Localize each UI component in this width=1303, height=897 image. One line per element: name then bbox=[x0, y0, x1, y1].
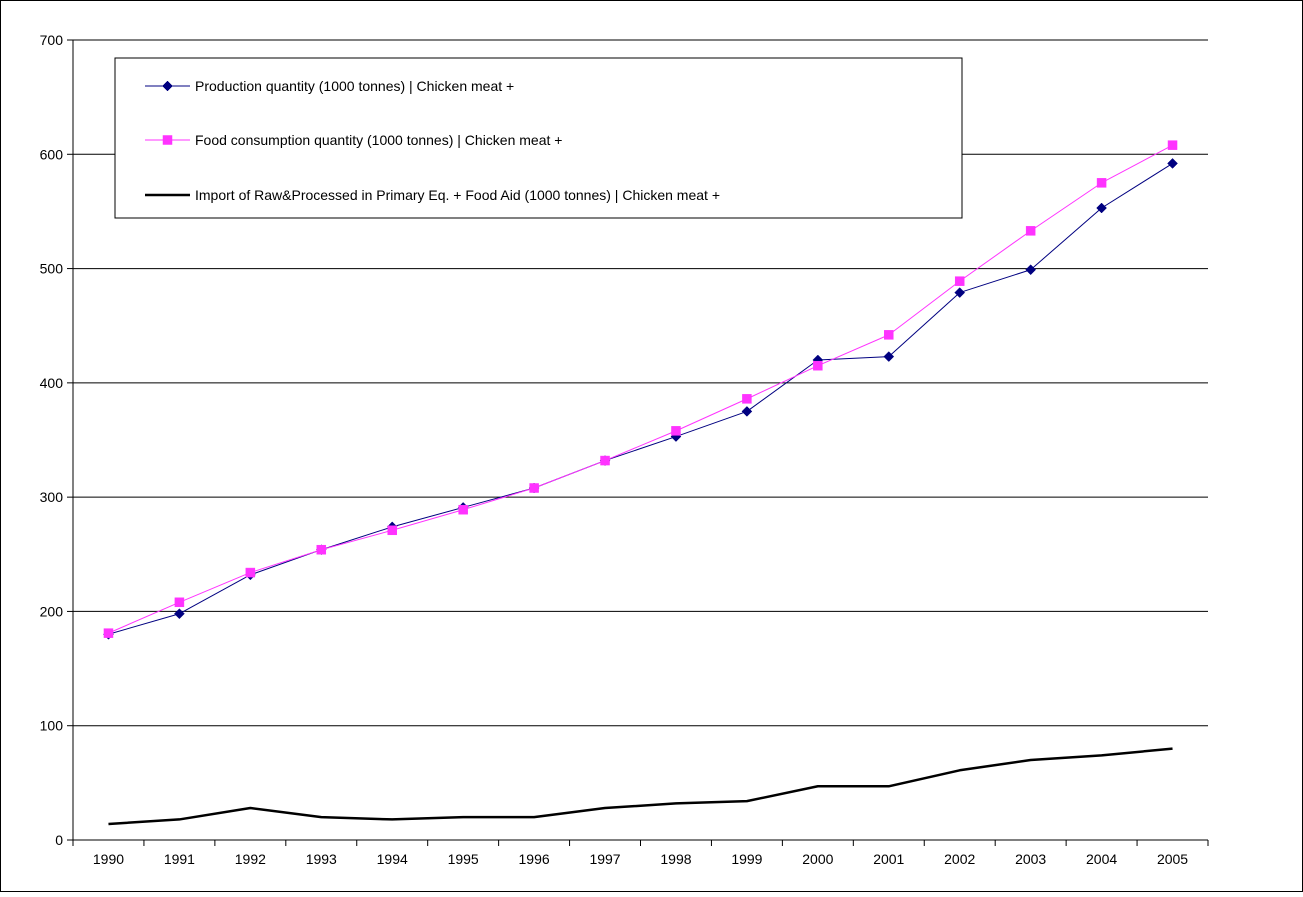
data-point-square bbox=[884, 330, 894, 340]
data-point-square bbox=[174, 597, 185, 608]
data-point-diamond bbox=[954, 287, 966, 298]
y-tick-label: 400 bbox=[40, 375, 64, 391]
data-point-square bbox=[813, 360, 823, 371]
data-point-diamond bbox=[174, 608, 185, 620]
y-tick-label: 300 bbox=[40, 489, 64, 505]
x-tick-label: 1990 bbox=[93, 851, 124, 867]
y-tick-label: 500 bbox=[40, 261, 64, 277]
data-point-square bbox=[742, 394, 752, 404]
x-tick-label: 1996 bbox=[519, 851, 550, 867]
data-point-diamond bbox=[1096, 202, 1107, 214]
data-point-square bbox=[387, 525, 397, 536]
data-point-diamond bbox=[741, 406, 753, 417]
legend-label: Import of Raw&Processed in Primary Eq. +… bbox=[195, 187, 720, 203]
data-point-square bbox=[316, 544, 327, 555]
legend-swatch-marker bbox=[162, 135, 173, 145]
data-point-diamond bbox=[1167, 158, 1178, 169]
data-point-diamond bbox=[1025, 264, 1037, 276]
data-point-square bbox=[1025, 226, 1036, 236]
y-tick-label: 200 bbox=[40, 603, 64, 619]
series-line bbox=[108, 163, 1173, 635]
series-line bbox=[108, 144, 1173, 634]
x-tick-label: 1995 bbox=[448, 851, 479, 867]
x-tick-label: 1994 bbox=[377, 851, 408, 867]
data-point-square bbox=[245, 567, 256, 578]
x-tick-label: 1992 bbox=[235, 851, 266, 867]
legend: Production quantity (1000 tonnes) | Chic… bbox=[114, 57, 963, 219]
y-tick-label: 0 bbox=[55, 832, 63, 848]
data-point-square bbox=[954, 276, 965, 286]
x-tick-label: 2000 bbox=[802, 851, 833, 867]
legend-label: Food consumption quantity (1000 tonnes) … bbox=[195, 132, 562, 148]
x-tick-label: 2005 bbox=[1157, 851, 1188, 867]
x-tick-label: 2003 bbox=[1015, 851, 1046, 867]
x-tick-label: 1999 bbox=[731, 851, 762, 867]
x-tick-label: 2001 bbox=[873, 851, 904, 867]
data-point-square bbox=[600, 455, 610, 466]
y-tick-label: 100 bbox=[40, 718, 64, 734]
data-point-square bbox=[458, 504, 468, 515]
y-tick-label: 700 bbox=[40, 32, 64, 48]
legend-box bbox=[114, 57, 963, 219]
series bbox=[103, 140, 1178, 826]
data-point-square bbox=[103, 628, 114, 638]
x-tick-label: 1997 bbox=[589, 851, 620, 867]
legend-label: Production quantity (1000 tonnes) | Chic… bbox=[195, 78, 514, 94]
x-tick-label: 2004 bbox=[1086, 851, 1117, 867]
series-line bbox=[108, 747, 1173, 826]
y-tick-label: 600 bbox=[40, 146, 64, 162]
data-point-square bbox=[1096, 178, 1107, 188]
x-tick-label: 1998 bbox=[660, 851, 691, 867]
x-tick-label: 1993 bbox=[306, 851, 337, 867]
data-point-diamond bbox=[883, 351, 895, 362]
x-tick-label: 2002 bbox=[944, 851, 975, 867]
axes: 0 100 200 300 400 500 600 700 1990 1991 1992 1993 19… bbox=[40, 32, 1209, 867]
data-point-square bbox=[671, 426, 681, 436]
x-tick-label: 1991 bbox=[164, 851, 195, 867]
data-point-square bbox=[1167, 140, 1178, 150]
legend-swatch-marker bbox=[162, 80, 173, 92]
data-point-square bbox=[529, 483, 539, 493]
